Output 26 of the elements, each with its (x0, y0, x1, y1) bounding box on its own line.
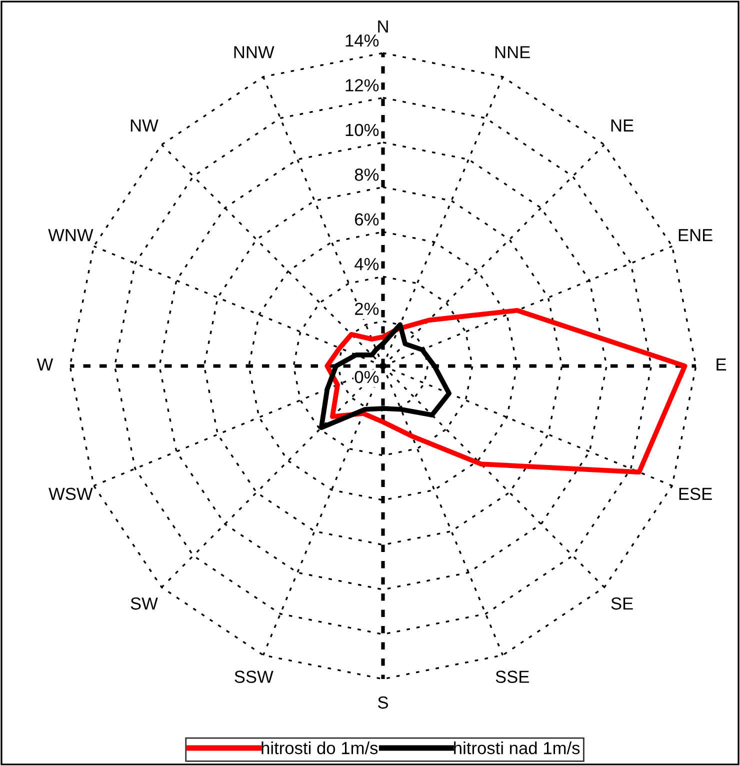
spoke-label: SSE (496, 670, 529, 683)
spoke-label: W (36, 358, 54, 370)
spoke-label: WSW (48, 488, 93, 500)
y-tick-label: 12% (346, 79, 379, 92)
spoke-label: S (378, 696, 388, 709)
y-tick-label: 0% (354, 370, 379, 384)
spoke-label: NNE (495, 46, 530, 58)
spoke-label: ENE (678, 229, 712, 242)
legend-label: hitrosti nad 1m/s (454, 741, 580, 754)
y-tick-label: 2% (355, 302, 379, 315)
spoke-label: SE (611, 597, 633, 610)
y-tick-label: 4% (354, 258, 379, 270)
spoke-label: NNW (234, 46, 274, 58)
spoke-label: E (716, 358, 726, 370)
spoke-label: N (378, 20, 388, 32)
spoke-label: WNW (48, 229, 94, 242)
spoke-label: NE (611, 120, 634, 132)
spoke-label: SW (130, 597, 158, 610)
spoke-label: SSW (234, 670, 274, 683)
y-tick-label: 14% (346, 34, 379, 47)
legend-label: hitrosti do 1m/s (262, 741, 378, 754)
y-tick-label: 6% (355, 213, 379, 226)
spoke-label: ESE (679, 488, 712, 500)
spoke-label: NW (130, 120, 158, 132)
y-tick-label: 8% (354, 168, 379, 181)
y-tick-label: 10% (346, 124, 379, 136)
